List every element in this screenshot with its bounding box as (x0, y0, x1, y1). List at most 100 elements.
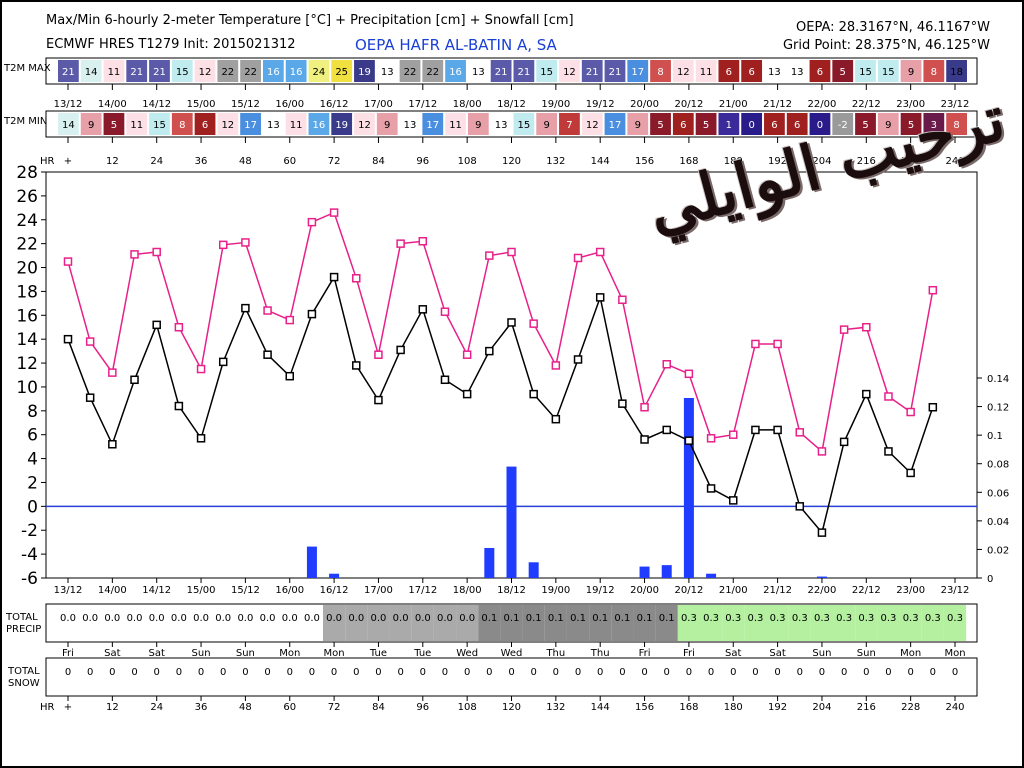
hr-tick-label: 96 (416, 156, 429, 167)
t2m-max-value: 12 (199, 67, 212, 78)
total-precip-cell (722, 605, 745, 641)
hr-tick-label-bottom: 72 (328, 702, 341, 713)
t2m-max-point (839, 325, 849, 334)
total-precip-cell (56, 605, 80, 641)
total-snow-value: 0 (530, 667, 536, 678)
t2m-max-cell (627, 60, 649, 82)
y-tick-label: 26 (16, 187, 38, 207)
total-precip-cell (478, 605, 501, 641)
day-tick-label: Sat (769, 648, 785, 659)
hr-tick-label-bottom: 240 (945, 702, 964, 713)
t2m-max-value: 22 (404, 67, 417, 78)
t2m-min-value: 9 (384, 120, 390, 131)
total-precip-cell (744, 605, 767, 641)
total-snow-value: 0 (486, 667, 492, 678)
total-precip-cell (655, 605, 678, 641)
total-snow-value: 0 (819, 667, 825, 678)
total-precip-cell (522, 605, 545, 641)
t2m-min-value: 6 (771, 120, 777, 131)
x-tick-label: 23/12 (941, 585, 970, 596)
t2m-min-point (928, 402, 938, 412)
total-snow-value: 0 (353, 667, 359, 678)
t2m-max-point (507, 247, 516, 257)
t2m-max-point (618, 295, 627, 305)
total-precip-value: 0.1 (570, 613, 586, 624)
t2m-max-value: 13 (381, 67, 394, 78)
total-precip-value: 0.0 (260, 613, 276, 624)
y-tick-label: 18 (16, 282, 38, 302)
hr-tick-label-bottom: 96 (416, 702, 429, 713)
t2m-max-cell (741, 60, 763, 82)
t2m-min-cell (764, 113, 785, 135)
total-precip-cell (677, 605, 700, 641)
t2m-min-cell (809, 113, 831, 135)
hr-tick-label-bottom: 36 (195, 702, 208, 713)
hr-tick-label-bottom: 192 (768, 702, 787, 713)
hr-tick-label-bottom: 168 (679, 702, 698, 713)
t2m-max-cell (718, 60, 740, 82)
precip-bar (329, 573, 340, 578)
date-tick-label: 19/00 (541, 99, 570, 110)
hr-tick-label: 132 (546, 156, 565, 167)
total-snow-value: 0 (508, 667, 514, 678)
t2m-min-point (130, 375, 139, 385)
t2m-max-value: 21 (518, 67, 531, 78)
total-snow-value: 0 (664, 667, 670, 678)
date-tick-label: 21/00 (719, 99, 748, 110)
total-snow-value: 0 (264, 667, 270, 678)
total-precip-value: 0.0 (459, 613, 475, 624)
total-precip-cell (810, 605, 834, 641)
t2m-max-point (662, 360, 671, 369)
total-precip-value: 0.3 (770, 613, 786, 624)
y2-tick-label: 0.04 (987, 517, 1009, 528)
t2m-min-line (67, 275, 934, 535)
t2m-min-point (218, 357, 228, 367)
date-tick-label: 17/12 (408, 99, 437, 110)
t2m-min-value: 9 (885, 120, 891, 131)
t2m-max-value: 8 (931, 67, 937, 78)
t2m-max-cell (536, 60, 558, 82)
x-tick-label: 17/00 (364, 585, 393, 596)
t2m-max-point (485, 251, 494, 260)
y-tick-label: 2 (27, 473, 38, 493)
t2m-min-value: 13 (267, 120, 280, 131)
t2m-min-value: 13 (495, 120, 508, 131)
t2m-min-value: 1 (726, 120, 732, 131)
hr-tick-label: 216 (857, 156, 876, 167)
t2m-min-value: 15 (518, 120, 531, 131)
t2m-min-cell (695, 113, 717, 135)
t2m-max-cell (832, 60, 854, 82)
t2m-max-point (595, 247, 605, 257)
t2m-max-cell (695, 60, 717, 82)
total-snow-value: 0 (930, 667, 936, 678)
total-precip-cell (899, 605, 922, 641)
t2m-min-cell (422, 113, 444, 135)
total-precip-cell (300, 605, 324, 641)
t2m-min-value: 11 (290, 120, 303, 131)
total-snow-value: 0 (641, 667, 647, 678)
total-precip-cell (433, 605, 457, 641)
hr-tick-label: 60 (283, 156, 296, 167)
total-precip-value: 0.3 (836, 613, 852, 624)
total-snow-value: 0 (242, 667, 248, 678)
t2m-min-point (729, 496, 738, 505)
x-tick-label: 15/00 (187, 585, 216, 596)
t2m-max-value: 16 (267, 67, 280, 78)
t2m-max-cell (559, 60, 580, 82)
total-snow-value: 0 (619, 667, 625, 678)
total-precip-value: 0.1 (504, 613, 520, 624)
precip-bar (528, 562, 539, 578)
t2m-min-point (174, 401, 184, 411)
date-tick-label: 15/12 (231, 99, 260, 110)
t2m-min-point (329, 272, 339, 282)
total-precip-value: 0.3 (881, 613, 897, 624)
t2m-min-cell (855, 113, 876, 135)
t2m-max-cell (217, 60, 239, 82)
t2m-min-value: 17 (426, 120, 439, 131)
t2m-max-cell (946, 60, 967, 82)
hr-tick-label: 108 (458, 156, 477, 167)
hr-tick-label: 156 (635, 156, 654, 167)
t2m-max-cell (103, 60, 125, 82)
t2m-min-cell (946, 113, 967, 135)
total-snow-value: 0 (309, 667, 315, 678)
